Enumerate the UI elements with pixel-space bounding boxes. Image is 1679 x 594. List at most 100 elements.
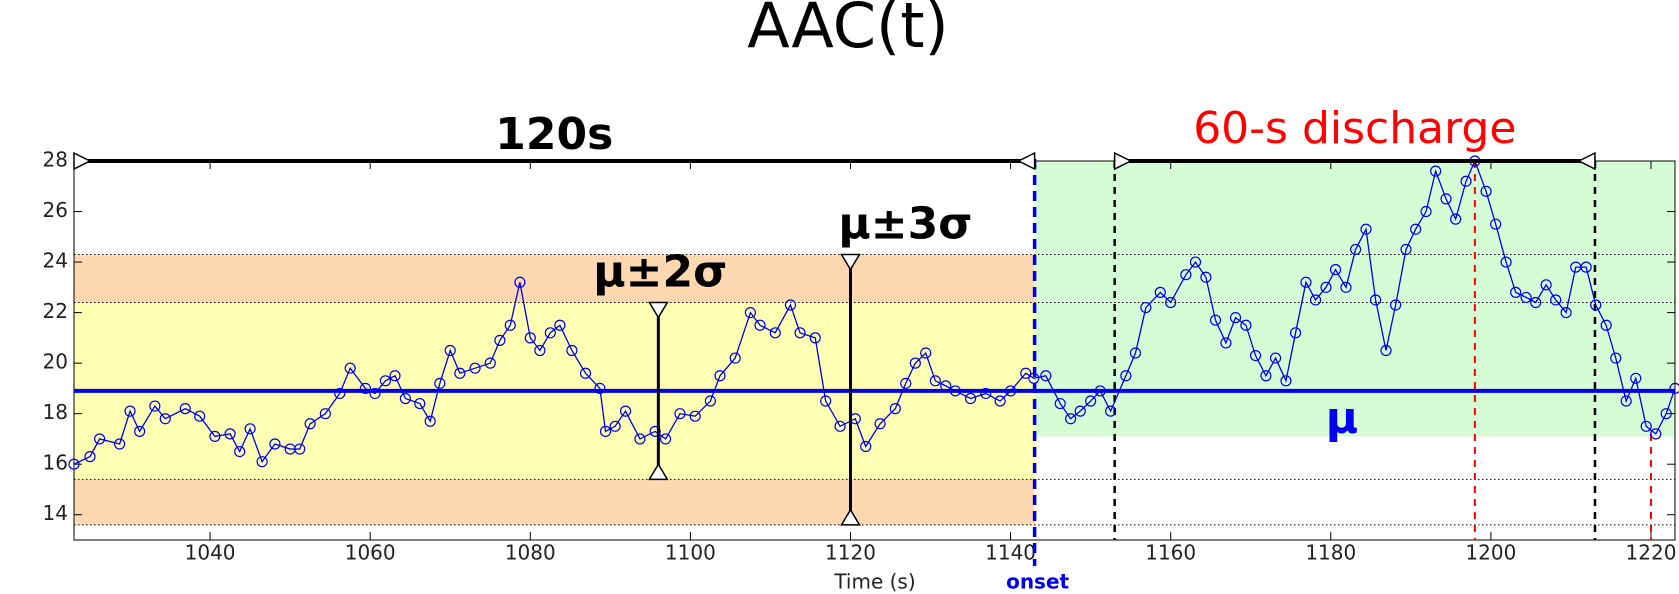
- data-point: [1669, 382, 1679, 394]
- data-point: [964, 392, 977, 405]
- data-point: [1600, 319, 1612, 331]
- data-point: [1370, 294, 1382, 306]
- data-point: [1390, 299, 1402, 311]
- data-point: [114, 438, 126, 450]
- data-point: [1460, 175, 1472, 187]
- data-point: [1530, 296, 1542, 309]
- data-point: [544, 327, 556, 339]
- data-point: [860, 440, 872, 453]
- data-point: [1660, 408, 1672, 420]
- data-point: [1450, 213, 1462, 225]
- data-point: [179, 403, 191, 415]
- data-point: [334, 387, 346, 400]
- data-point: [269, 438, 281, 450]
- sigma-label: μ±3σ: [838, 198, 972, 249]
- data-point: [379, 375, 391, 387]
- data-point: [794, 327, 806, 339]
- data-point: [389, 370, 401, 382]
- data-point: [1129, 347, 1142, 359]
- data-point: [714, 370, 726, 382]
- data-point: [619, 405, 632, 417]
- data-point: [434, 377, 446, 389]
- arrow-head: [1577, 151, 1596, 171]
- data-point: [1040, 370, 1052, 382]
- y-tick-label: 22: [43, 299, 68, 323]
- arrow-head: [840, 508, 861, 526]
- y-tick-label: 26: [43, 198, 68, 222]
- data-point: [1105, 405, 1117, 417]
- x-tick-label: 1120: [825, 541, 876, 565]
- arrow-head: [648, 301, 669, 319]
- x-tick-label: 1060: [345, 541, 396, 565]
- data-point: [124, 405, 136, 417]
- data-point: [1490, 218, 1502, 230]
- x-tick-label: 1140: [985, 541, 1036, 565]
- data-point: [194, 410, 206, 422]
- data-point: [414, 397, 426, 410]
- arrow-head: [1113, 151, 1133, 171]
- data-point: [769, 327, 781, 339]
- data-point: [834, 420, 846, 432]
- data-point: [809, 332, 821, 344]
- data-point: [1249, 349, 1262, 362]
- x-tick-label: 1160: [1145, 541, 1196, 565]
- data-point: [1094, 385, 1106, 397]
- data-point: [609, 420, 621, 432]
- data-point: [920, 347, 932, 359]
- data-point: [1640, 420, 1652, 432]
- y-tick-label: 16: [43, 451, 68, 475]
- x-tick-label: 1180: [1305, 541, 1356, 565]
- data-point: [659, 433, 672, 445]
- y-tick-label: 18: [43, 400, 68, 424]
- data-point: [399, 392, 412, 405]
- data-point: [1340, 281, 1352, 293]
- data-point: [534, 344, 546, 357]
- data-point: [909, 357, 921, 369]
- data-point: [784, 299, 797, 311]
- data-point: [304, 418, 316, 430]
- window-label: 120s: [495, 109, 613, 160]
- data-point: [1180, 269, 1192, 281]
- data-point: [524, 332, 536, 344]
- sigma-label: μ±2σ: [593, 246, 727, 297]
- data-point: [940, 380, 952, 392]
- data-point: [929, 375, 941, 387]
- data-point: [1154, 286, 1166, 298]
- data-point: [1580, 261, 1592, 273]
- data-point: [744, 307, 757, 319]
- data-point: [344, 362, 356, 374]
- data-point: [68, 458, 80, 470]
- discharge-label: 60-s discharge: [1193, 103, 1516, 154]
- x-axis-label: Time (s): [833, 570, 915, 594]
- arrow-head: [73, 151, 92, 171]
- data-point: [566, 344, 578, 357]
- data-point: [1430, 165, 1442, 177]
- y-tick-label: 14: [43, 501, 68, 525]
- data-point: [504, 319, 516, 331]
- x-tick-label: 1220: [1626, 541, 1677, 565]
- data-point: [1280, 375, 1292, 387]
- data-point: [1309, 294, 1322, 306]
- data-point: [359, 382, 371, 394]
- data-point: [1329, 264, 1342, 276]
- data-point: [1520, 291, 1532, 304]
- data-point: [1550, 294, 1562, 306]
- data-point: [1200, 271, 1212, 283]
- data-point: [1229, 312, 1242, 324]
- data-point: [84, 451, 96, 463]
- data-point: [454, 367, 466, 379]
- chart-title: AAC(t): [747, 0, 948, 62]
- data-point: [949, 385, 961, 397]
- data-point: [209, 430, 221, 443]
- data-point: [1510, 286, 1522, 298]
- data-point: [1300, 276, 1312, 288]
- data-point: [1189, 256, 1202, 268]
- data-point: [1260, 370, 1272, 382]
- data-point: [729, 352, 741, 364]
- data-point: [754, 319, 766, 331]
- data-point: [554, 319, 566, 331]
- data-point: [319, 408, 331, 420]
- data-point: [900, 377, 912, 389]
- data-point: [159, 413, 171, 425]
